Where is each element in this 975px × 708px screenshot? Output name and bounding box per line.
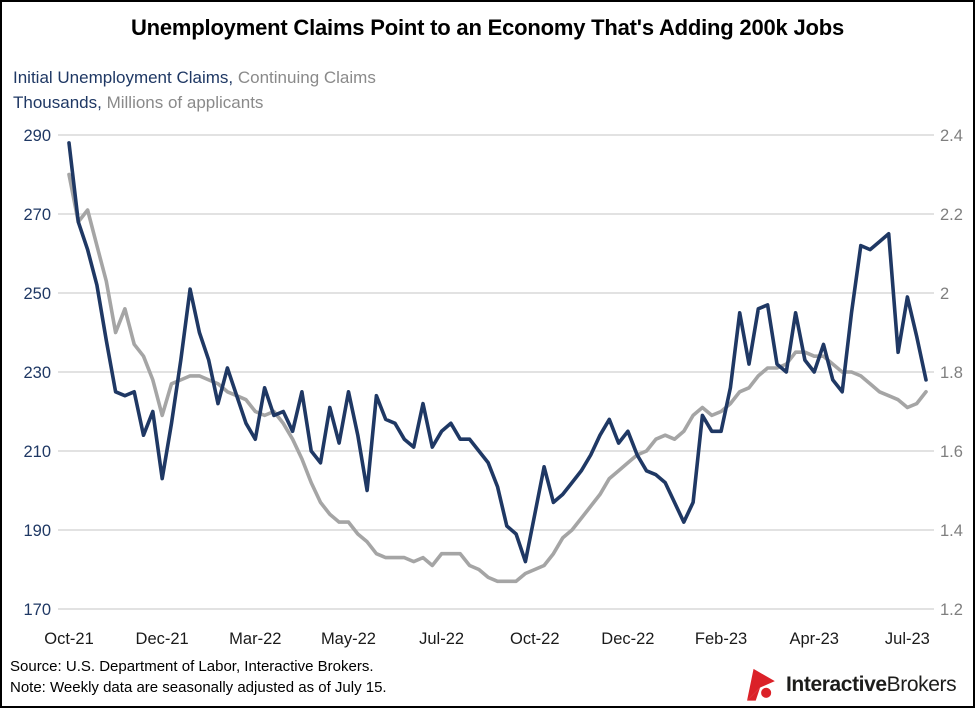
x-axis-tick-label: Dec-22 xyxy=(601,630,654,648)
right-axis-tick-label: 1.6 xyxy=(940,443,963,461)
x-axis-tick-label: Feb-23 xyxy=(695,630,747,648)
chart-legend: Initial Unemployment Claims, Continuing … xyxy=(13,65,376,115)
x-axis-tick-label: Oct-22 xyxy=(510,630,560,648)
legend-line-units: Thousands, Millions of applicants xyxy=(13,90,376,115)
right-axis-tick-label: 2.4 xyxy=(940,127,963,145)
interactive-brokers-icon xyxy=(747,668,775,701)
x-axis-tick-label: Jul-22 xyxy=(419,630,464,648)
left-axis-tick-label: 190 xyxy=(23,522,51,540)
right-axis-tick-label: 1.4 xyxy=(940,522,963,540)
continuing-claims-line xyxy=(67,172,928,584)
x-axis-tick-label: Mar-22 xyxy=(229,630,281,648)
legend-initial-claims: Initial Unemployment Claims, xyxy=(13,68,234,87)
legend-line-series: Initial Unemployment Claims, Continuing … xyxy=(13,65,376,90)
note-text: Note: Weekly data are seasonally adjuste… xyxy=(10,679,387,696)
left-axis-tick-label: 290 xyxy=(23,127,51,145)
x-axis-tick-label: Oct-21 xyxy=(44,630,94,648)
page-title: Unemployment Claims Point to an Economy … xyxy=(130,15,845,40)
left-axis-tick-label: 210 xyxy=(23,443,51,461)
initial-unemployment-claims-line xyxy=(67,141,928,564)
left-axis-tick-label: 170 xyxy=(23,601,51,619)
left-axis-tick-label: 230 xyxy=(23,364,51,382)
legend-units-millions: Millions of applicants xyxy=(106,93,264,112)
legend-units-thousands: Thousands, xyxy=(13,93,102,112)
x-axis-tick-label: Jul-23 xyxy=(885,630,930,648)
logo-text-regular: Brokers xyxy=(886,673,957,696)
right-axis-tick-label: 1.2 xyxy=(940,601,963,619)
legend-continuing-claims: Continuing Claims xyxy=(237,68,376,87)
right-axis-tick-label: 1.8 xyxy=(940,364,963,382)
interactive-brokers-wordmark: InteractiveBrokers xyxy=(786,673,957,697)
source-text: Source: U.S. Department of Labor, Intera… xyxy=(10,658,374,675)
x-axis-tick-label: Dec-21 xyxy=(136,630,189,648)
interactive-brokers-logo: InteractiveBrokers xyxy=(744,666,957,704)
right-axis-tick-label: 2.2 xyxy=(940,206,963,224)
x-axis-tick-label: May-22 xyxy=(321,630,376,648)
x-axis-tick-label: Apr-23 xyxy=(789,630,839,648)
right-axis-tick-label: 2 xyxy=(940,285,949,303)
left-axis-tick-label: 250 xyxy=(23,285,51,303)
logo-text-bold: Interactive xyxy=(786,673,887,696)
left-axis-tick-label: 270 xyxy=(23,206,51,224)
